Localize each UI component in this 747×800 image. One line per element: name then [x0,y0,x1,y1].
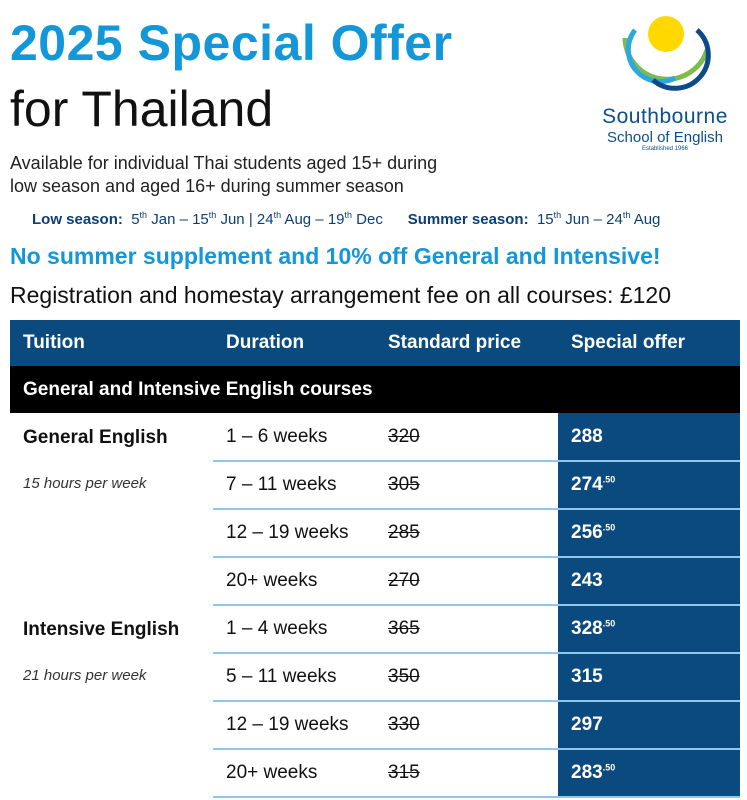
subtitle-line2: low season and aged 16+ during summer se… [10,176,404,196]
school-logo: Southbourne School of English Establishe… [590,8,740,152]
standard-price: 330 [375,701,558,750]
duration: 12 – 19 weeks [213,509,375,558]
special-offer-price: 328.50 [558,605,740,654]
duration: 20+ weeks [213,749,375,798]
special-offer-price: 256.50 [558,509,740,558]
table-row: 20+ weeks 315 283.50 [10,749,740,798]
offer-value: 297 [571,714,603,735]
low-season-label: Low season: [32,211,123,228]
standard-price: 305 [375,461,558,510]
low-season-dates: 5th Jan – 15th Jun | 24th Aug – 19th Dec [131,210,383,228]
offer-value: 283 [571,762,603,783]
standard-price-value: 285 [388,522,420,543]
offer-value: 243 [571,570,603,591]
table-row: Intensive English 21 hours per week 1 – 4 … [10,605,740,684]
header-tuition: Tuition [10,320,213,366]
table-row: 7 – 11 weeks 305 274.50 [10,461,740,510]
page-title: 2025 Special Offer [10,15,453,71]
eligibility-text: Available for individual Thai students a… [10,152,437,198]
standard-price-value: 350 [388,666,420,687]
offer-value: 315 [571,666,603,687]
page-title-line2: for Thailand [10,81,274,137]
standard-price-value: 305 [388,474,420,495]
standard-price: 285 [375,509,558,558]
standard-price-value: 365 [388,618,420,639]
offer-decimal: .50 [602,618,616,629]
offer-value: 288 [571,425,603,447]
section-title: General and Intensive English courses [10,366,740,413]
summer-season-label: Summer season: [407,211,529,228]
standard-price-value: 315 [388,762,420,783]
logo-established: Established 1966 [641,146,689,152]
duration: 1 – 6 weeks [213,413,375,462]
standard-price: 350 [375,653,558,702]
duration: 7 – 11 weeks [213,461,375,510]
table-row: 20+ weeks 270 243 [10,557,740,606]
course-name: General English [23,427,168,448]
standard-price: 315 [375,749,558,798]
special-offer-price: 243 [558,557,740,606]
duration: 20+ weeks [213,557,375,606]
registration-fee: Registration and homestay arrangement fe… [10,282,672,308]
summer-season-dates: 15th Jun – 24th Aug [536,210,661,228]
standard-price-value: 320 [388,425,420,447]
duration: 5 – 11 weeks [213,653,375,702]
offer-decimal: .50 [602,522,616,533]
standard-price: 365 [375,605,558,654]
table-row: 5 – 11 weeks 350 315 [10,653,740,702]
special-offer-price: 315 [558,653,740,702]
promo-headline: No summer supplement and 10% off General… [10,243,661,269]
section-row: General and Intensive English courses [10,366,740,413]
special-offer-price: 283.50 [558,749,740,798]
special-offer-price: 274.50 [558,461,740,510]
table-row: 12 – 19 weeks 285 256.50 [10,509,740,558]
course-name: Intensive English [23,619,180,640]
sun-waves-logo-icon [622,16,711,91]
duration: 1 – 4 weeks [213,605,375,654]
duration: 12 – 19 weeks [213,701,375,750]
price-table: Tuition Duration Standard price Special … [10,320,740,798]
course-cell: Intensive English 21 hours per week [10,605,213,797]
standard-price-value: 270 [388,570,420,591]
table-row: General English 15 hours per week 1 – 6 we… [10,413,740,492]
offer-value: 256 [571,522,603,543]
standard-price-value: 330 [388,714,420,735]
header-duration: Duration [213,320,375,366]
offer-value: 274 [571,474,603,495]
course-cell: General English 15 hours per week [10,413,213,605]
course-hours: 15 hours per week [23,475,147,492]
logo-subname: School of English [607,129,723,146]
offer-value: 328 [571,618,603,639]
header-standard-price: Standard price [375,320,558,366]
season-dates: Low season: 5th Jan – 15th Jun | 24th Au… [32,210,664,228]
special-offer-price: 297 [558,701,740,750]
standard-price: 320 [375,413,558,462]
special-offer-price: 288 [558,413,740,462]
offer-decimal: .50 [602,762,616,773]
table-row: 12 – 19 weeks 330 297 [10,701,740,750]
logo-name: Southbourne [602,105,728,128]
offer-decimal: .50 [602,474,616,485]
table-header: Tuition Duration Standard price Special … [10,320,740,366]
header-special-offer: Special offer [558,320,740,366]
course-hours: 21 hours per week [23,667,147,684]
subtitle-line1: Available for individual Thai students a… [10,153,438,173]
standard-price: 270 [375,557,558,606]
